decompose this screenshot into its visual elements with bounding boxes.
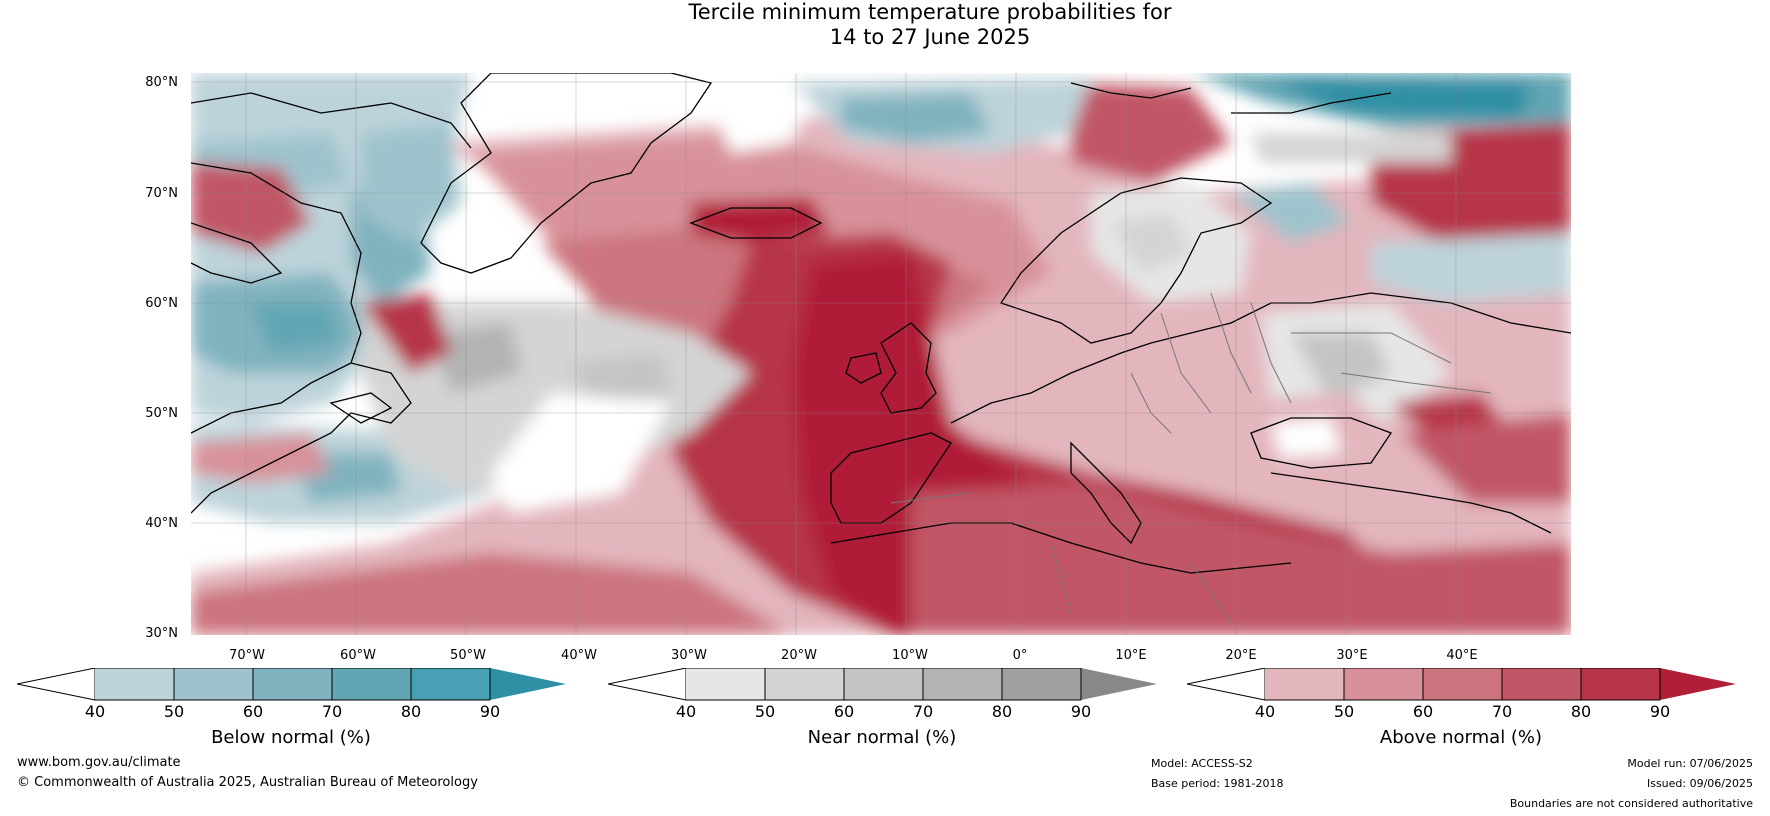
tick-above-60: 60 [1412, 702, 1434, 721]
colorbar-label-near: Near normal (%) [807, 727, 957, 748]
swatch-near-4 [1002, 668, 1081, 700]
lon-label-20e: 20°E [1225, 648, 1257, 663]
tick-below-40: 40 [84, 702, 106, 721]
tick-near-70: 70 [912, 702, 934, 721]
lon-label-40e: 40°E [1446, 648, 1478, 663]
website-link[interactable]: www.bom.gov.au/climate [17, 755, 181, 770]
colorbar-near-normal [608, 668, 1157, 701]
lon-label-70w: 70°W [229, 648, 265, 663]
tick-below-80: 80 [400, 702, 422, 721]
swatch-above-2 [1423, 668, 1502, 700]
tick-above-70: 70 [1491, 702, 1513, 721]
map-svg [191, 73, 1571, 635]
swatch-above-1 [1344, 668, 1423, 700]
swatch-above-0 [1265, 668, 1344, 700]
swatch-near-2 [844, 668, 923, 700]
lat-label-70n: 70°N [145, 186, 178, 201]
country-borders [890, 292, 1492, 624]
map-title: Tercile minimum temperature probabilitie… [0, 0, 1770, 50]
tick-above-80: 80 [1570, 702, 1592, 721]
tick-near-60: 60 [833, 702, 855, 721]
tick-below-70: 70 [321, 702, 343, 721]
swatch-below-1 [174, 668, 253, 700]
lon-label-40w: 40°W [561, 648, 597, 663]
swatch-near-1 [765, 668, 844, 700]
tick-near-80: 80 [991, 702, 1013, 721]
swatch-below-0 [95, 668, 174, 700]
swatch-near-5 [1081, 668, 1157, 700]
swatch-below-2 [253, 668, 332, 700]
swatch-near-0 [686, 668, 765, 700]
lon-label-20w: 20°W [781, 648, 817, 663]
swatch-below-5 [490, 668, 566, 700]
probability-map [191, 73, 1571, 635]
colorbar-label-below: Below normal (%) [211, 727, 371, 748]
colorbar-above-normal [1187, 668, 1736, 701]
tick-near-50: 50 [754, 702, 776, 721]
tick-below-90: 90 [479, 702, 501, 721]
lon-label-0: 0° [1012, 648, 1028, 663]
tick-below-50: 50 [163, 702, 185, 721]
lat-label-50n: 50°N [145, 406, 178, 421]
swatch-above-5 [1660, 668, 1736, 700]
copyright-text: © Commonwealth of Australia 2025, Austra… [17, 775, 478, 790]
title-line-1: Tercile minimum temperature probabilitie… [688, 0, 1172, 24]
colorbar-label-above: Above normal (%) [1379, 727, 1543, 748]
probability-fields [191, 73, 1571, 635]
tick-near-40: 40 [675, 702, 697, 721]
lat-label-80n: 80°N [145, 75, 178, 90]
swatch-above-3 [1502, 668, 1581, 700]
base-period-text: Base period: 1981-2018 [1151, 777, 1284, 790]
lat-label-60n: 60°N [145, 296, 178, 311]
lat-label-40n: 40°N [145, 516, 178, 531]
lon-label-30w: 30°W [671, 648, 707, 663]
colorbar-below-normal [17, 668, 566, 701]
tick-below-60: 60 [242, 702, 264, 721]
model-text: Model: ACCESS-S2 [1151, 757, 1253, 770]
gridlines [191, 73, 1571, 635]
lon-label-10w: 10°W [892, 648, 928, 663]
swatch-near-3 [923, 668, 1002, 700]
tick-above-90: 90 [1649, 702, 1671, 721]
swatch-above-4 [1581, 668, 1660, 700]
swatch-below-4 [411, 668, 490, 700]
swatch-below-3 [332, 668, 411, 700]
issued-text: Issued: 09/06/2025 [1646, 777, 1753, 790]
lon-label-50w: 50°W [450, 648, 486, 663]
lon-label-10e: 10°E [1115, 648, 1147, 663]
tick-above-40: 40 [1254, 702, 1276, 721]
tick-above-50: 50 [1333, 702, 1355, 721]
disclaimer-text: Boundaries are not considered authoritat… [1509, 797, 1753, 810]
model-run-text: Model run: 07/06/2025 [1627, 757, 1753, 770]
lon-label-60w: 60°W [340, 648, 376, 663]
lon-label-30e: 30°E [1336, 648, 1368, 663]
lat-label-30n: 30°N [145, 626, 178, 641]
title-line-2: 14 to 27 June 2025 [829, 25, 1031, 49]
tick-near-90: 90 [1070, 702, 1092, 721]
